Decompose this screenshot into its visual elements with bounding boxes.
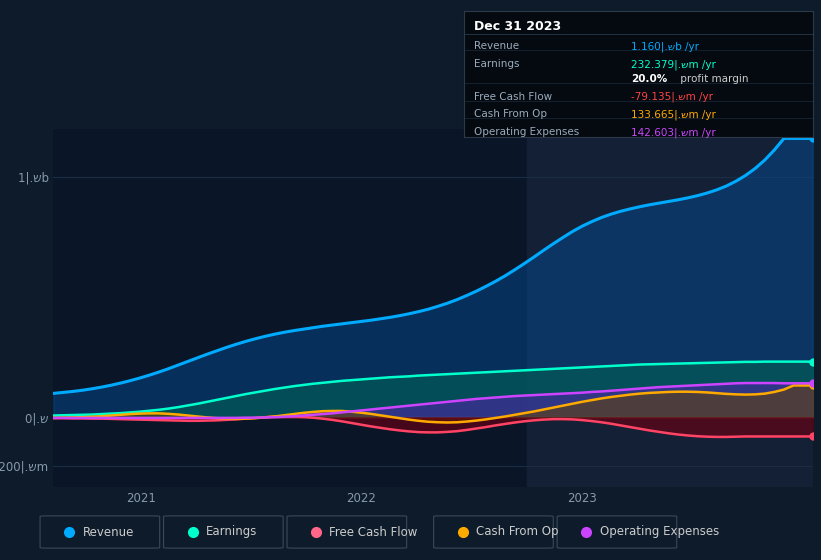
Text: profit margin: profit margin	[677, 74, 748, 84]
Text: Free Cash Flow: Free Cash Flow	[329, 525, 418, 539]
Text: Cash From Op: Cash From Op	[475, 110, 548, 119]
Text: Operating Expenses: Operating Expenses	[599, 525, 719, 539]
Text: 1.160|.שb /yr: 1.160|.שb /yr	[631, 41, 699, 52]
Text: Cash From Op: Cash From Op	[476, 525, 558, 539]
Text: -79.135|.שm /yr: -79.135|.שm /yr	[631, 92, 713, 102]
Text: Earnings: Earnings	[206, 525, 257, 539]
Text: Free Cash Flow: Free Cash Flow	[475, 92, 553, 102]
Text: 232.379|.שm /yr: 232.379|.שm /yr	[631, 59, 716, 69]
Text: Revenue: Revenue	[475, 41, 520, 52]
Text: Revenue: Revenue	[83, 525, 134, 539]
Text: Operating Expenses: Operating Expenses	[475, 127, 580, 137]
Text: 142.603|.שm /yr: 142.603|.שm /yr	[631, 127, 716, 138]
Text: 20.0%: 20.0%	[631, 74, 667, 84]
Text: Earnings: Earnings	[475, 59, 520, 69]
Bar	[526, 129, 813, 487]
Text: Dec 31 2023: Dec 31 2023	[475, 20, 562, 33]
Text: 133.665|.שm /yr: 133.665|.שm /yr	[631, 110, 716, 120]
